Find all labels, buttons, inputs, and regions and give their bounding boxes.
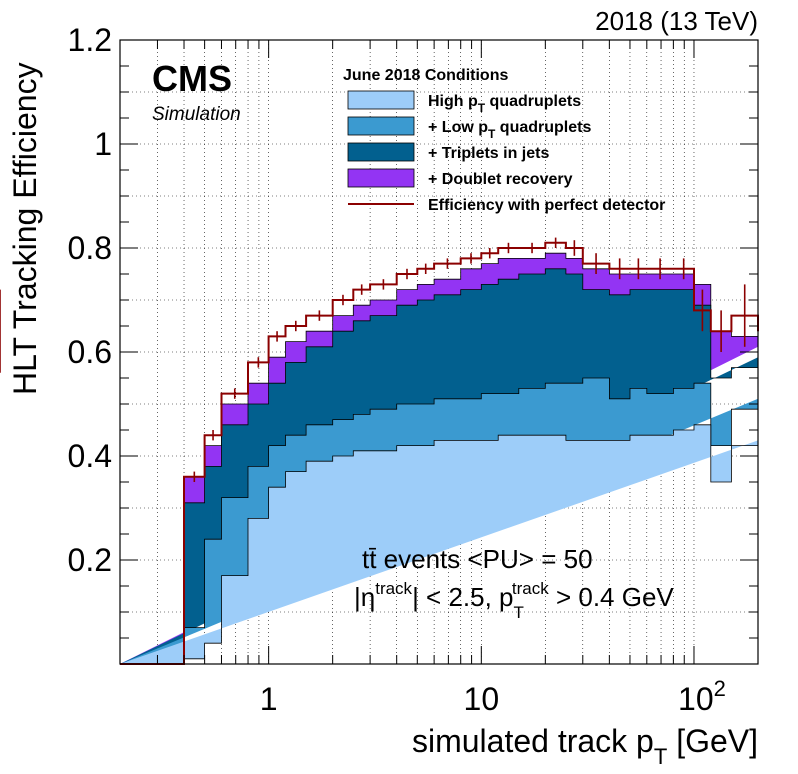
annotation-threshold: > 0.4 GeV bbox=[549, 582, 675, 612]
x-tick-label-base: 10 bbox=[678, 681, 714, 717]
y-tick-labels: 0.2 0.4 0.6 0.8 1 1.2 bbox=[68, 22, 112, 578]
y-tick-label: 0.6 bbox=[68, 334, 112, 370]
x-axis-title-sub: T bbox=[654, 744, 667, 769]
x-tick-label-base: 10 bbox=[464, 681, 500, 717]
y-tick-label: 0.2 bbox=[68, 542, 112, 578]
legend-label-suffix: quadruplets bbox=[495, 119, 591, 136]
series-outline-1 bbox=[120, 377, 759, 665]
legend-label-sub: T bbox=[488, 127, 496, 141]
legend-swatch-0 bbox=[347, 90, 415, 110]
legend: June 2018 Conditions High pT quadruplets… bbox=[343, 67, 665, 214]
series-outline-2 bbox=[120, 268, 759, 665]
legend-label-suffix: quadruplets bbox=[485, 93, 581, 110]
x-tick-label: 102 bbox=[678, 676, 726, 717]
annotation-eta: |η bbox=[354, 582, 375, 612]
perfect-line bbox=[120, 241, 759, 665]
legend-label-3: + Doublet recovery bbox=[428, 171, 573, 188]
y-axis-title: HLT Tracking Efficiency bbox=[7, 62, 43, 395]
perfect-detector-series bbox=[0, 237, 759, 665]
cms-label: CMS bbox=[152, 58, 232, 99]
annotation-line-1: tt̄ events <PU> = 50 bbox=[362, 544, 593, 574]
legend-swatch-2 bbox=[347, 142, 415, 162]
x-axis-title-unit: [GeV] bbox=[667, 723, 758, 759]
x-tick-label-exp: 2 bbox=[714, 676, 726, 701]
energy-label: 2018 (13 TeV) bbox=[595, 6, 758, 36]
annotation-pt-sup: track bbox=[512, 579, 549, 598]
series-fills bbox=[120, 252, 759, 665]
legend-label-sub: T bbox=[478, 101, 486, 115]
series-fill-0 bbox=[120, 424, 758, 664]
annotation-pt-sub: T bbox=[514, 603, 524, 622]
x-tick-label: 1 bbox=[260, 681, 278, 717]
y-tick-label: 0.4 bbox=[68, 438, 112, 474]
legend-label-4: Efficiency with perfect detector bbox=[428, 197, 665, 214]
x-tick-label: 10 bbox=[464, 681, 500, 717]
series-outline-0 bbox=[120, 424, 759, 665]
annotation-eta-sup: track bbox=[375, 579, 412, 598]
legend-label-text: + Triplets in jets bbox=[428, 145, 549, 162]
annotation-line-2: |ηtrack| < 2.5, pTtrack > 0.4 GeV bbox=[354, 579, 674, 622]
x-tick-labels: 1 10 102 bbox=[260, 676, 726, 717]
legend-label-1: + Low pT quadruplets bbox=[428, 119, 591, 141]
legend-label-2: + Triplets in jets bbox=[428, 145, 549, 162]
legend-label-text: High p bbox=[428, 93, 478, 110]
simulation-label: Simulation bbox=[152, 104, 241, 125]
y-tick-label: 1.2 bbox=[68, 22, 112, 58]
legend-swatch-3 bbox=[347, 168, 415, 188]
annotation-cut: | < 2.5, p bbox=[412, 582, 513, 612]
legend-label-text: + Low p bbox=[428, 119, 488, 136]
event-annotation: tt̄ events <PU> = 50 |ηtrack| < 2.5, pTt… bbox=[354, 544, 674, 622]
legend-label-text: + Doublet recovery bbox=[428, 171, 573, 188]
x-axis-title-main: simulated track p bbox=[412, 723, 654, 759]
axis-ticks bbox=[119, 39, 759, 664]
legend-label-text: Efficiency with perfect detector bbox=[428, 197, 665, 214]
y-tick-label: 0.8 bbox=[68, 230, 112, 266]
x-tick-label-base: 1 bbox=[260, 681, 278, 717]
legend-swatch-1 bbox=[347, 116, 415, 136]
y-tick-label: 1 bbox=[94, 126, 112, 162]
legend-label-0: High pT quadruplets bbox=[428, 93, 581, 115]
x-axis-title: simulated track pT [GeV] bbox=[412, 723, 758, 769]
legend-header: June 2018 Conditions bbox=[343, 67, 508, 84]
